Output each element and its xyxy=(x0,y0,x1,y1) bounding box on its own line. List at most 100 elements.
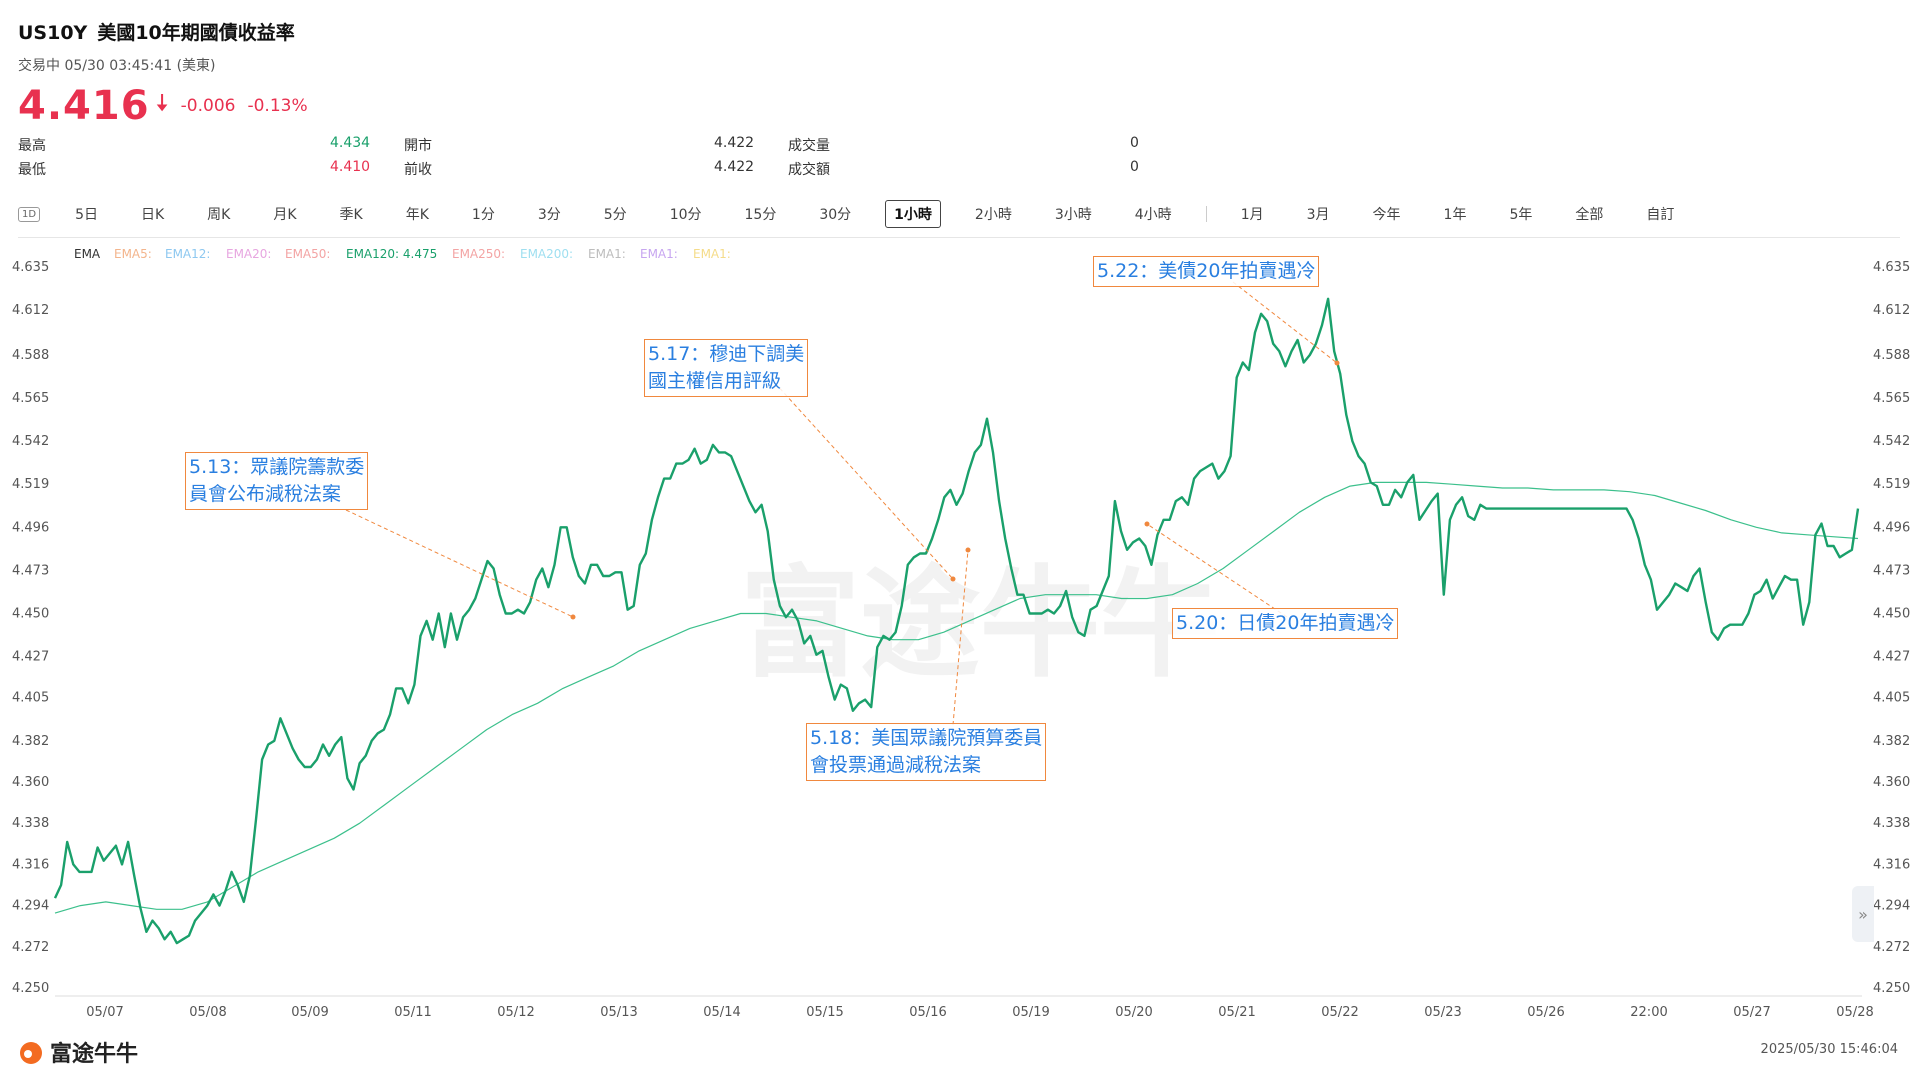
x-tick-label: 05/09 xyxy=(291,1005,328,1020)
x-tick-label: 22:00 xyxy=(1630,1005,1667,1020)
tab-period[interactable]: 3月 xyxy=(1306,207,1330,223)
x-tick-label: 05/19 xyxy=(1012,1005,1049,1020)
tab-period[interactable]: 月K xyxy=(273,207,297,223)
legend-item: EMA12: xyxy=(165,247,210,261)
tab-period[interactable]: 3分 xyxy=(537,207,561,223)
y-tick-label-right: 4.382 xyxy=(1873,734,1910,749)
tab-period[interactable]: 1分 xyxy=(471,207,495,223)
legend-item: EMA50: xyxy=(285,247,330,261)
tab-period[interactable]: 2小時 xyxy=(974,207,1012,223)
x-tick-label: 05/26 xyxy=(1527,1005,1564,1020)
tab-period[interactable]: 15分 xyxy=(744,207,777,223)
tab-period[interactable]: 5年 xyxy=(1509,207,1533,223)
price-chart[interactable]: 富途牛牛 4.635 4.635 4.612 4.612 4.588 4.588 4.565 4… xyxy=(0,240,1920,1030)
y-tick-label-right: 4.635 xyxy=(1873,260,1910,275)
x-tick-label: 05/14 xyxy=(703,1005,740,1020)
tab-period[interactable]: 1小時 xyxy=(885,200,941,228)
day-toggle-icon[interactable]: 1D xyxy=(18,206,41,222)
y-tick-label-left: 4.360 xyxy=(12,775,49,790)
legend-item: EMA1: xyxy=(640,247,678,261)
event-annotation: 5.18：美国眾議院預算委員 會投票通過減稅法案 xyxy=(806,723,1047,781)
stat-value: 4.434 xyxy=(330,135,371,151)
annotation-leader xyxy=(774,382,954,580)
event-annotation: 5.22：美債20年拍賣遇冷 xyxy=(1093,256,1320,287)
tab-period[interactable]: 自訂 xyxy=(1646,207,1675,223)
tab-period[interactable]: 3小時 xyxy=(1054,207,1092,223)
price-row: 4.416 🠇 -0.006 -0.13% xyxy=(18,83,1898,129)
y-tick-label-right: 4.473 xyxy=(1873,563,1910,578)
y-tick-label-right: 4.496 xyxy=(1873,520,1910,535)
tab-period[interactable]: 10分 xyxy=(669,207,702,223)
brand-name: 富途牛牛 xyxy=(50,1042,139,1067)
y-tick-label-right: 4.519 xyxy=(1873,477,1910,492)
y-tick-label-left: 4.250 xyxy=(12,981,49,996)
quote-header: US10Y 美國10年期國債收益率 交易中 05/30 03:45:41 (美東)… xyxy=(18,18,1898,189)
stat-value: 4.422 xyxy=(714,159,755,175)
stat-label: 開市 xyxy=(404,138,432,154)
legend-item: EMA250: xyxy=(452,247,505,261)
tab-period[interactable]: 全部 xyxy=(1575,207,1604,223)
stat-label: 前收 xyxy=(404,162,432,178)
y-tick-label-left: 4.542 xyxy=(12,434,49,449)
y-tick-label-left: 4.427 xyxy=(12,650,49,665)
x-tick-label: 05/08 xyxy=(189,1005,226,1020)
tab-period[interactable]: 今年 xyxy=(1372,207,1401,223)
tab-period[interactable]: 30分 xyxy=(819,207,852,223)
y-tick-label-right: 4.360 xyxy=(1873,775,1910,790)
x-tick-label: 05/23 xyxy=(1424,1005,1461,1020)
y-tick-label-right: 4.588 xyxy=(1873,348,1910,363)
quote-stats: 最高 4.434 開市 4.422 成交量 0 最低 4.410 前收 4.422 成交額 0 xyxy=(18,135,1898,189)
down-arrow-icon: 🠇 xyxy=(155,88,169,117)
annotation-point xyxy=(570,614,576,620)
y-tick-label-right: 4.338 xyxy=(1873,816,1910,831)
quote-title: US10Y 美國10年期國債收益率 xyxy=(18,18,1898,45)
y-tick-label-left: 4.450 xyxy=(12,606,49,621)
y-tick-label-right: 4.272 xyxy=(1873,940,1910,955)
expand-panel-button[interactable]: » xyxy=(1852,886,1874,942)
annotation-leader xyxy=(1146,523,1288,618)
x-tick-label: 05/07 xyxy=(86,1005,123,1020)
series-line-ema120 xyxy=(54,481,1859,914)
tab-period[interactable]: 1年 xyxy=(1443,207,1467,223)
period-tabs: 1D 5日 日K 周K 月K 季K 年K 1分 3分 5分 10分 15分 30分 1小時 2小時 3小時 4小… xyxy=(18,200,1708,228)
x-tick-label: 05/13 xyxy=(600,1005,637,1020)
legend-item: EMA1: xyxy=(588,247,626,261)
tab-period[interactable]: 年K xyxy=(405,207,429,223)
stat-label: 成交額 xyxy=(788,162,830,178)
tab-period[interactable]: 4小時 xyxy=(1134,207,1172,223)
y-tick-label-right: 4.450 xyxy=(1873,606,1910,621)
tab-period[interactable]: 季K xyxy=(339,207,363,223)
tab-period[interactable]: 1月 xyxy=(1240,207,1264,223)
tab-period[interactable]: 日K xyxy=(140,207,165,223)
price-change-pct: -0.13% xyxy=(247,96,308,116)
tab-period[interactable]: 周K xyxy=(207,207,231,223)
stat-label: 最高 xyxy=(18,138,46,154)
y-tick-label-right: 4.542 xyxy=(1873,434,1910,449)
divider xyxy=(18,237,1900,238)
tab-separator xyxy=(1205,206,1207,222)
y-tick-label-left: 4.272 xyxy=(12,940,49,955)
stat-label: 最低 xyxy=(18,162,46,178)
y-tick-label-left: 4.405 xyxy=(12,691,49,706)
tab-period[interactable]: 5日 xyxy=(75,207,98,223)
event-annotation: 5.13：眾議院籌款委 員會公布減稅法案 xyxy=(185,452,369,510)
annotation-point xyxy=(965,547,971,553)
y-tick-label-left: 4.565 xyxy=(12,391,49,406)
y-tick-label-right: 4.405 xyxy=(1873,691,1910,706)
y-tick-label-left: 4.316 xyxy=(12,857,49,872)
x-tick-label: 05/27 xyxy=(1733,1005,1770,1020)
annotation-point xyxy=(1334,360,1340,366)
y-tick-label-right: 4.250 xyxy=(1873,981,1910,996)
brand-logo: 富途牛牛 xyxy=(18,1036,138,1068)
price-change: -0.006 xyxy=(180,96,236,116)
x-tick-label: 05/11 xyxy=(394,1005,431,1020)
event-annotation: 5.17：穆迪下調美 國主權信用評級 xyxy=(644,339,809,397)
x-tick-label: 05/22 xyxy=(1321,1005,1358,1020)
x-tick-label: 05/28 xyxy=(1836,1005,1873,1020)
tab-period[interactable]: 5分 xyxy=(603,207,627,223)
y-tick-label-left: 4.294 xyxy=(12,899,49,914)
y-tick-label-left: 4.612 xyxy=(12,303,49,318)
legend-item: EMA1: xyxy=(693,247,731,261)
instrument-name: 美國10年期國債收益率 xyxy=(97,22,295,44)
double-chevron-icon: » xyxy=(1858,904,1868,924)
